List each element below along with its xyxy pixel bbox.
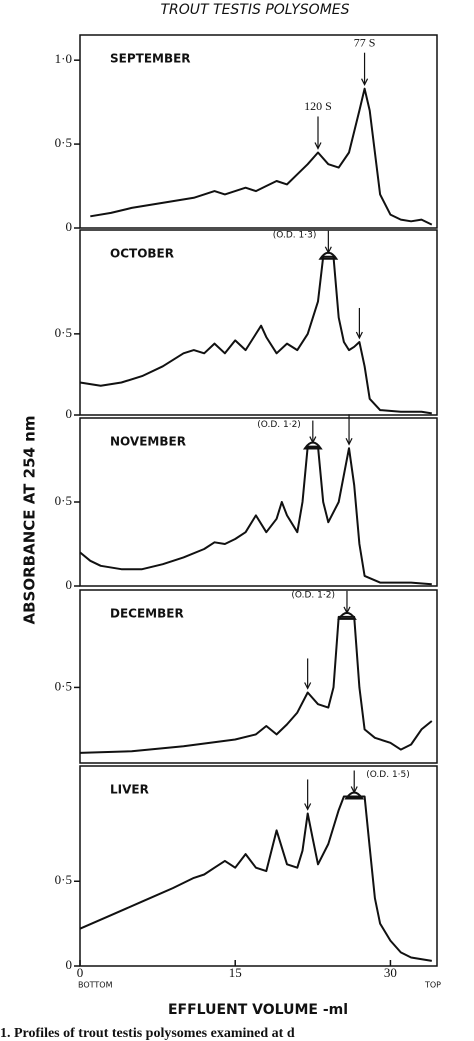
panel-frame <box>79 589 438 764</box>
panel-frame <box>79 34 438 229</box>
y-tick-label: 0 <box>66 957 73 972</box>
y-tick-label: 1·0 <box>55 51 72 66</box>
panel-label: SEPTEMBER <box>110 52 191 66</box>
arrow-head <box>304 803 312 811</box>
figure-title: TROUT TESTIS POLYSOMES <box>160 2 349 18</box>
panel-frame <box>79 765 438 967</box>
arrow-head <box>361 78 369 87</box>
panel-label: OCTOBER <box>110 247 174 261</box>
y-tick-label: 0·5 <box>55 872 72 887</box>
profile-line <box>79 795 432 962</box>
arrow-head <box>345 437 353 446</box>
clip-dome <box>302 441 323 450</box>
x-tick-label: 15 <box>229 965 242 980</box>
arrow-head <box>304 682 312 690</box>
peak-label: 77 S <box>354 35 376 49</box>
od-label: (O.D. 1·2) <box>291 590 335 600</box>
arrow-head <box>314 142 322 150</box>
panel-label: NOVEMBER <box>110 435 186 449</box>
x-tick-label: 30 <box>384 965 397 980</box>
clip-dome <box>337 611 357 620</box>
y-tick-label: 0 <box>66 219 73 234</box>
panel-label: DECEMBER <box>110 607 184 621</box>
y-tick-label: 0 <box>66 577 73 592</box>
x-axis-label: EFFLUENT VOLUME -ml <box>168 1002 348 1018</box>
y-tick-label: 0 <box>66 406 73 421</box>
x-end-label: TOP <box>424 981 441 990</box>
clip-dome <box>318 251 339 260</box>
clip-dome <box>344 791 365 800</box>
y-tick-label: 0·5 <box>55 678 72 693</box>
od-label: (O.D. 1·5) <box>366 770 410 780</box>
panel-label: LIVER <box>110 783 149 797</box>
profile-line <box>79 615 433 754</box>
y-tick-label: 0·5 <box>55 325 72 340</box>
profile-line <box>79 445 432 586</box>
od-label: (O.D. 1·3) <box>273 230 317 240</box>
y-axis-label: ABSORBANCE AT 254 nm <box>21 416 39 625</box>
x-tick-label: 0 <box>77 965 84 980</box>
panel-frame <box>79 229 438 416</box>
y-tick-label: 0·5 <box>55 493 72 508</box>
x-end-label: BOTTOM <box>78 981 113 990</box>
peak-label: 120 S <box>304 99 332 113</box>
y-tick-label: 0·5 <box>55 135 72 150</box>
od-label: (O.D. 1·2) <box>257 420 301 430</box>
arrow-head <box>355 331 363 340</box>
profile-line <box>90 87 433 226</box>
profile-line <box>79 255 432 415</box>
caption: 1. Profiles of trout testis polysomes ex… <box>0 1026 295 1041</box>
